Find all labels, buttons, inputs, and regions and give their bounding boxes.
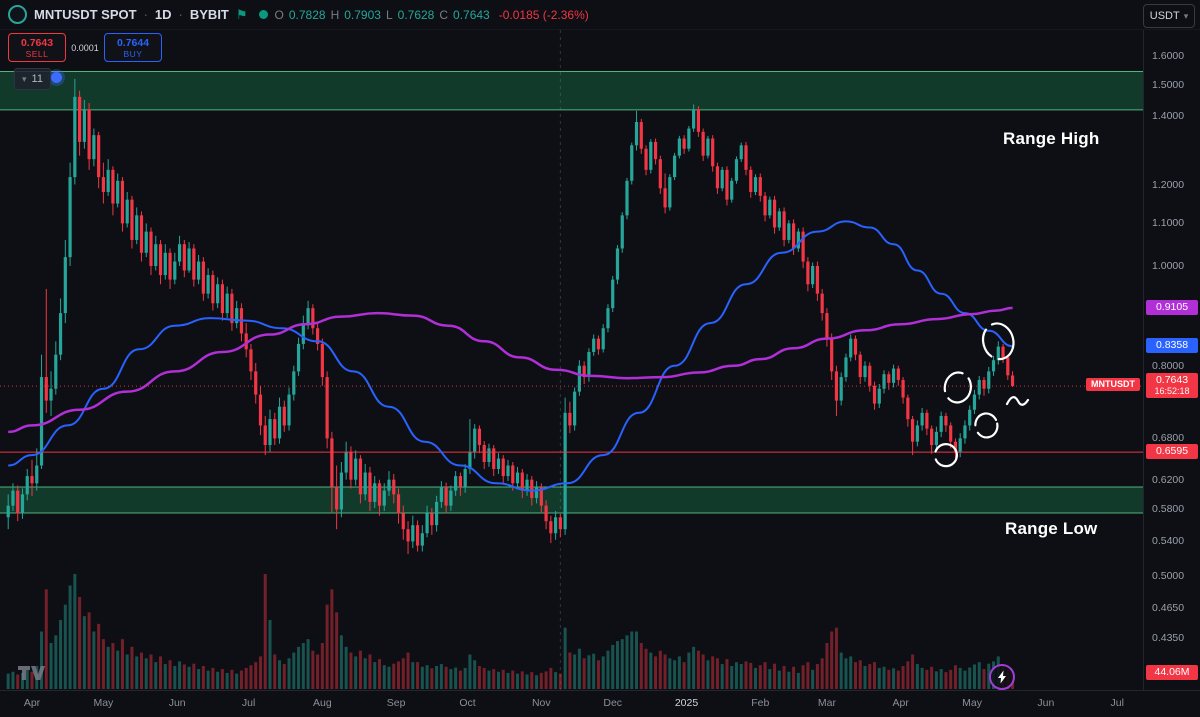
volume-badge: 44.06M [1146,665,1198,680]
low-value: 0.7628 [397,7,435,22]
volume-layer [6,574,1015,689]
chevron-down-icon: ▾ [1183,10,1189,21]
price-axis-label: 0.5000 [1152,569,1185,582]
exchange-name[interactable]: BYBIT [189,7,229,22]
time-axis-label: Jul [241,697,256,709]
fast-ma-badge: 0.8358 [1146,338,1198,354]
market-status-icon [258,10,268,19]
candles-layer [6,78,1015,555]
symbol-logo-icon[interactable] [8,5,27,24]
price-axis-label: 0.6800 [1152,432,1185,445]
price-axis-label: 0.4650 [1152,602,1185,615]
open-label: O [274,7,284,22]
fast-ma-line [8,220,1013,492]
buy-price: 0.7644 [116,36,150,49]
time-axis-label: Jul [1110,697,1124,709]
ma-layer [0,220,1143,492]
ohlc-readout: O 0.7828 H 0.7903 L 0.7628 C 0.7643 [275,8,490,22]
price-axis-label: 0.5800 [1152,503,1185,516]
close-value: 0.7643 [453,7,490,22]
time-axis-label: Dec [603,697,623,709]
price-chart[interactable] [0,0,1143,690]
time-axis-label: Mar [817,697,836,709]
high-value: 0.7903 [344,7,381,22]
price-axis-label: 1.5000 [1152,78,1185,91]
sell-price: 0.7643 [20,36,54,49]
price-axis-label: 0.6200 [1152,473,1185,486]
time-axis-label: Sep [386,697,406,709]
price-axis[interactable]: 1.6000 1.5000 1.4000 1.2000 1.1000 1.0000 0.80… [1143,0,1200,690]
close-label: C [439,7,449,22]
range-low-label: Range Low [1005,519,1098,538]
last-price-badge: 0.7643 16:52:18 [1146,373,1198,399]
high-label: H [330,7,340,22]
time-axis-label: Aug [313,697,332,709]
slow-ma-line [8,306,1013,434]
currency-unit-selector[interactable]: USDT ▾ [1143,4,1195,28]
order-panel: 0.7643 SELL 0.0001 0.7644 BUY [8,33,162,62]
chevron-down-icon: ▾ [22,73,27,84]
price-axis-label: 1.6000 [1152,49,1185,62]
low-label: L [385,7,393,22]
support-price-badge: 0.6595 [1146,444,1198,460]
drawings-count: 11 [31,73,43,85]
price-axis-label: 1.2000 [1152,178,1185,191]
slow-ma-badge: 0.9105 [1146,299,1198,315]
symbol-price-line-label: MNTUSDT [1086,378,1140,392]
time-axis-label: May [962,697,983,709]
zones-layer [0,71,1143,514]
hand-drawn-circle [974,412,999,439]
sell-button[interactable]: 0.7643 SELL [8,33,66,62]
symbol-title[interactable]: MNTUSDT SPOT [34,7,137,22]
range-low-zone [0,486,1143,513]
time-axis-label: May [93,697,114,709]
spread-value: 0.0001 [71,42,99,53]
range-high-zone [0,71,1143,110]
time-axis-label: Apr [23,697,41,709]
currency-unit-label: USDT [1149,10,1180,22]
hand-drawn-squiggle [1005,396,1030,406]
time-axis-label: 2025 [674,697,699,709]
lightning-quick-trade-button[interactable] [989,664,1015,690]
drawings-layer [0,322,1143,468]
title-separator: · [178,7,183,22]
bookmark-flag-icon[interactable]: ⚑ [235,7,248,22]
hand-drawn-circle [933,443,959,468]
hand-drawn-circle [981,322,1015,361]
price-axis-label: 0.4350 [1152,632,1185,645]
price-axis-label: 1.0000 [1152,260,1185,272]
lightning-bolt-icon [998,670,1006,684]
buy-label: BUY [123,48,143,59]
time-axis-label: Apr [892,697,909,709]
sell-label: SELL [25,48,49,59]
price-axis-label: 1.4000 [1152,109,1185,122]
hand-drawn-circle [943,371,972,404]
price-axis-label: 0.8000 [1152,359,1185,372]
range-high-label: Range High [1003,129,1100,148]
time-axis-label: Nov [531,697,551,709]
chart-toolbar: MNTUSDT SPOT · 1D · BYBIT ⚑ O 0.7828 H 0.7… [0,0,1200,30]
interval-button[interactable]: 1D [154,7,172,22]
price-axis-label: 0.5400 [1152,535,1185,548]
time-axis-label: Oct [459,697,476,709]
time-axis[interactable]: Apr May Jun Jul Aug Sep Oct Nov Dec 2025 Feb Mar Apr… [0,690,1200,717]
time-axis-label: Jun [168,697,186,709]
tradingview-logo[interactable] [18,666,46,686]
change-value: -0.0185 (-2.36%) [498,7,589,22]
buy-button[interactable]: 0.7644 BUY [104,33,162,62]
open-value: 0.7828 [288,7,326,22]
drawings-count-dropdown[interactable]: ▾ 11 [14,68,51,90]
time-axis-label: Jun [1037,697,1055,709]
time-axis-label: Feb [751,697,770,709]
drawing-anchor-dot[interactable] [51,72,62,83]
title-separator: · [143,7,148,22]
price-axis-label: 1.1000 [1152,217,1185,230]
